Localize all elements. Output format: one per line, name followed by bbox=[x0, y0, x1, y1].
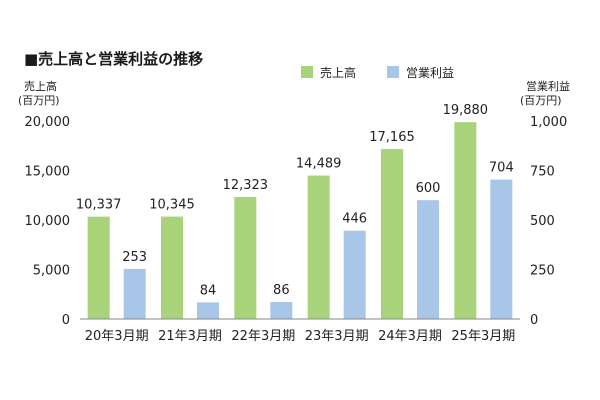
right-tick-label: 500 bbox=[530, 214, 555, 229]
data-label-profit: 86 bbox=[273, 283, 290, 298]
left-tick-label: 5,000 bbox=[33, 264, 70, 279]
category-label: 20年3月期 bbox=[85, 329, 149, 344]
right-axis-ticks: 0 250 500 750 1,000 bbox=[530, 115, 567, 328]
data-label-sales: 19,880 bbox=[443, 103, 489, 118]
bar-profit bbox=[417, 200, 439, 319]
bar-sales bbox=[307, 175, 330, 319]
left-axis-ticks: 0 5,000 10,000 15,000 20,000 bbox=[25, 115, 71, 328]
bar-sales bbox=[87, 216, 110, 319]
bar-profit bbox=[343, 230, 366, 319]
right-tick-label: 250 bbox=[530, 264, 555, 279]
legend-label-profit: 営業利益 bbox=[406, 66, 454, 80]
bar-profit bbox=[490, 179, 513, 319]
legend-swatch-sales bbox=[301, 66, 313, 78]
left-axis-label-line2: (百万円) bbox=[18, 94, 60, 107]
category-label: 22年3月期 bbox=[231, 329, 295, 344]
left-tick-label: 0 bbox=[62, 313, 70, 328]
bar-profit bbox=[270, 301, 293, 319]
data-label-profit: 253 bbox=[122, 250, 147, 265]
data-label-sales: 12,323 bbox=[223, 178, 269, 193]
bar-sales bbox=[161, 216, 183, 319]
left-tick-label: 15,000 bbox=[25, 165, 71, 180]
category-label: 25年3月期 bbox=[451, 329, 515, 344]
data-label-profit: 84 bbox=[200, 283, 217, 298]
chart-title: ■売上高と営業利益の推移 bbox=[24, 50, 203, 68]
left-tick-label: 10,000 bbox=[25, 214, 71, 229]
bar-profit bbox=[197, 302, 219, 319]
right-tick-label: 0 bbox=[530, 313, 538, 328]
category-label: 24年3月期 bbox=[378, 329, 442, 344]
left-tick-label: 20,000 bbox=[25, 115, 71, 130]
data-label-profit: 600 bbox=[416, 181, 441, 196]
legend: 売上高 営業利益 bbox=[301, 65, 454, 80]
data-label-sales: 10,337 bbox=[76, 198, 122, 213]
bar-sales bbox=[234, 197, 257, 319]
data-label-sales: 14,489 bbox=[296, 157, 342, 172]
right-axis-label-line1: 営業利益 bbox=[526, 79, 570, 93]
bar-sales bbox=[454, 122, 477, 319]
data-labels: 10,337 253 10,345 84 12,323 86 14,489 446 17,165… bbox=[76, 103, 514, 298]
bars bbox=[87, 122, 513, 319]
data-label-profit: 446 bbox=[342, 212, 367, 227]
legend-label-sales: 売上高 bbox=[320, 65, 356, 80]
legend-swatch-profit bbox=[387, 66, 399, 78]
category-labels: 20年3月期 21年3月期 22年3月期 23年3月期 24年3月期 25年3月期 bbox=[85, 329, 515, 344]
bar-profit bbox=[123, 268, 146, 319]
bar-sales bbox=[381, 149, 403, 319]
right-axis-label-line2: (百万円) bbox=[520, 94, 562, 107]
right-tick-label: 750 bbox=[530, 165, 555, 180]
right-tick-label: 1,000 bbox=[530, 115, 567, 130]
data-label-sales: 10,345 bbox=[149, 198, 195, 213]
category-label: 23年3月期 bbox=[305, 329, 369, 344]
left-axis-label-line1: 売上高 bbox=[24, 79, 57, 93]
data-label-sales: 17,165 bbox=[369, 130, 415, 145]
data-label-profit: 704 bbox=[489, 161, 514, 176]
category-label: 21年3月期 bbox=[158, 329, 222, 344]
